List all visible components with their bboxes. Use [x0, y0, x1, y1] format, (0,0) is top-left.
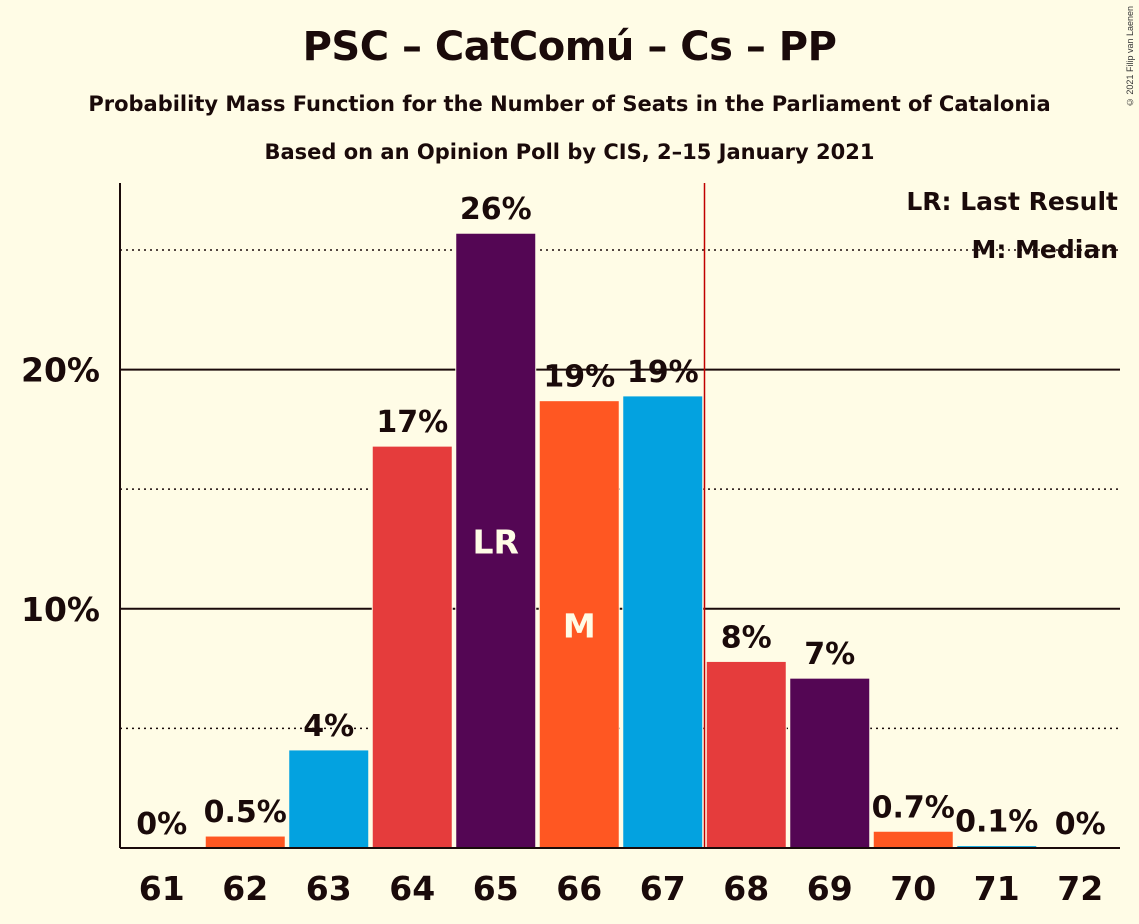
data-label-61: 0%	[136, 807, 187, 842]
x-tick-label-63: 63	[306, 869, 352, 908]
chart-subtitle: Probability Mass Function for the Number…	[88, 92, 1051, 116]
y-tick-label: 10%	[21, 590, 100, 629]
data-label-64: 17%	[376, 405, 448, 440]
data-labels: 0% 0.5% 4% 17% 26% 19% 19% 8% 7% 0.7% 0.1% 0% LR M	[136, 192, 1105, 842]
bar-62	[204, 835, 286, 849]
bar-69	[789, 677, 871, 849]
data-label-67: 19%	[627, 355, 699, 390]
x-tick-label-66: 66	[556, 869, 602, 908]
data-label-72: 0%	[1055, 807, 1106, 842]
x-tick-label-62: 62	[222, 869, 268, 908]
bar-68	[705, 660, 787, 849]
x-tick-label-64: 64	[389, 869, 435, 908]
chart-source: Based on an Opinion Poll by CIS, 2–15 Ja…	[264, 140, 875, 164]
data-label-70: 0.7%	[872, 790, 955, 825]
x-tick-label-61: 61	[139, 869, 185, 908]
x-tick-label-69: 69	[807, 869, 853, 908]
bar-63	[288, 749, 370, 849]
bar-67	[622, 395, 704, 849]
legend-median: M: Median	[971, 235, 1118, 264]
median-marker: M	[563, 606, 596, 645]
bar-70	[872, 830, 954, 849]
lr-marker: LR	[473, 523, 519, 562]
bars	[204, 232, 1038, 849]
y-tick-label: 20%	[21, 351, 100, 390]
bar-66	[538, 400, 620, 849]
bar-64	[371, 445, 453, 849]
data-label-71: 0.1%	[955, 805, 1038, 840]
legend-last-result: LR: Last Result	[906, 187, 1118, 216]
data-label-62: 0.5%	[204, 795, 287, 830]
x-tick-label-71: 71	[974, 869, 1020, 908]
x-tick-label-65: 65	[473, 869, 519, 908]
axes: 10% 20% 61 62 63 64 65 66 67 68 69 70 71 72	[21, 183, 1120, 908]
data-label-65: 26%	[460, 192, 532, 227]
data-label-63: 4%	[303, 709, 354, 744]
x-tick-label-67: 67	[640, 869, 686, 908]
data-label-68: 8%	[721, 620, 772, 655]
data-label-69: 7%	[804, 637, 855, 672]
gridlines	[120, 249, 1120, 730]
x-tick-label-70: 70	[890, 869, 936, 908]
data-label-66: 19%	[543, 360, 615, 395]
x-tick-label-72: 72	[1057, 869, 1103, 908]
chart-title: PSC – CatComú – Cs – PP	[302, 24, 837, 70]
x-tick-label-68: 68	[723, 869, 769, 908]
bar-65	[455, 232, 537, 849]
